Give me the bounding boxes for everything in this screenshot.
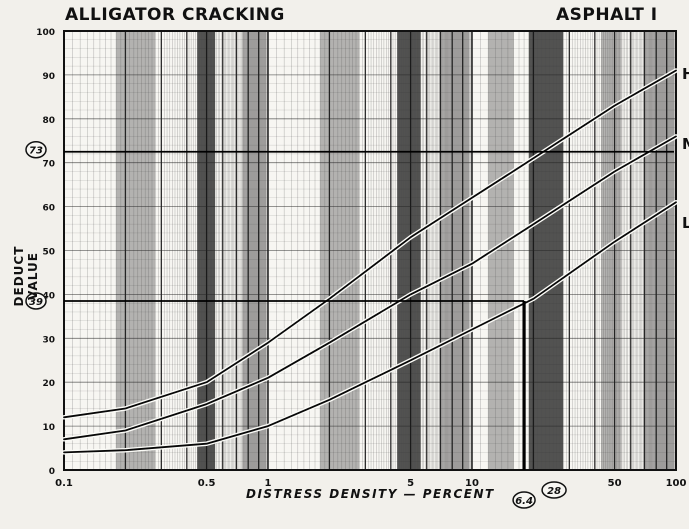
y-tick-label: 70 [42, 160, 55, 170]
y-axis-label: DEDUCT VALUE [12, 245, 40, 307]
deduct-value-b-circle [25, 292, 47, 310]
x-tick-label: 100 [666, 478, 687, 489]
plot-frame [63, 30, 677, 471]
density-value-a-text: 6.4 [515, 496, 533, 507]
deduct-value-a-text: 73 [29, 146, 43, 157]
x-tick-label: 1 [265, 478, 272, 489]
x-tick-label: 5 [407, 478, 414, 489]
y-tick-label: 100 [36, 28, 55, 38]
x-tick-label: 10 [465, 478, 479, 489]
y-tick-label: 10 [42, 423, 55, 433]
chart-subtitle: ASPHALT I [556, 5, 658, 25]
series-line-l [63, 201, 677, 454]
series-line-m [63, 135, 677, 441]
y-tick-label: 20 [42, 379, 55, 389]
series-line-h [63, 69, 677, 419]
chart-title: ALLIGATOR CRACKING [65, 5, 285, 25]
y-tick-label: 60 [42, 204, 55, 214]
y-tick-label: 40 [42, 291, 55, 301]
y-tick-label: 90 [42, 72, 55, 82]
y-tick-label: 50 [42, 248, 55, 258]
density-value-b-circle [541, 481, 567, 499]
x-axis-label: DISTRESS DENSITY — PERCENT [246, 487, 495, 501]
x-tick-label: 0.1 [55, 478, 73, 489]
y-tick-label: 0 [49, 467, 55, 477]
deduct-value-a-circle [25, 140, 47, 159]
density-value-b-text: 28 [547, 486, 561, 497]
legend-letter-m: M [682, 135, 689, 153]
x-tick-label: 50 [608, 478, 622, 489]
legend-letter-h: H [682, 65, 689, 83]
x-tick-label: 0.5 [198, 478, 216, 489]
y-tick-label: 30 [42, 335, 55, 345]
y-tick-label: 80 [42, 116, 55, 126]
density-value-a-circle [512, 491, 536, 509]
legend-letter-l: L [682, 214, 689, 232]
deduct-value-b-text: 39 [29, 297, 43, 308]
